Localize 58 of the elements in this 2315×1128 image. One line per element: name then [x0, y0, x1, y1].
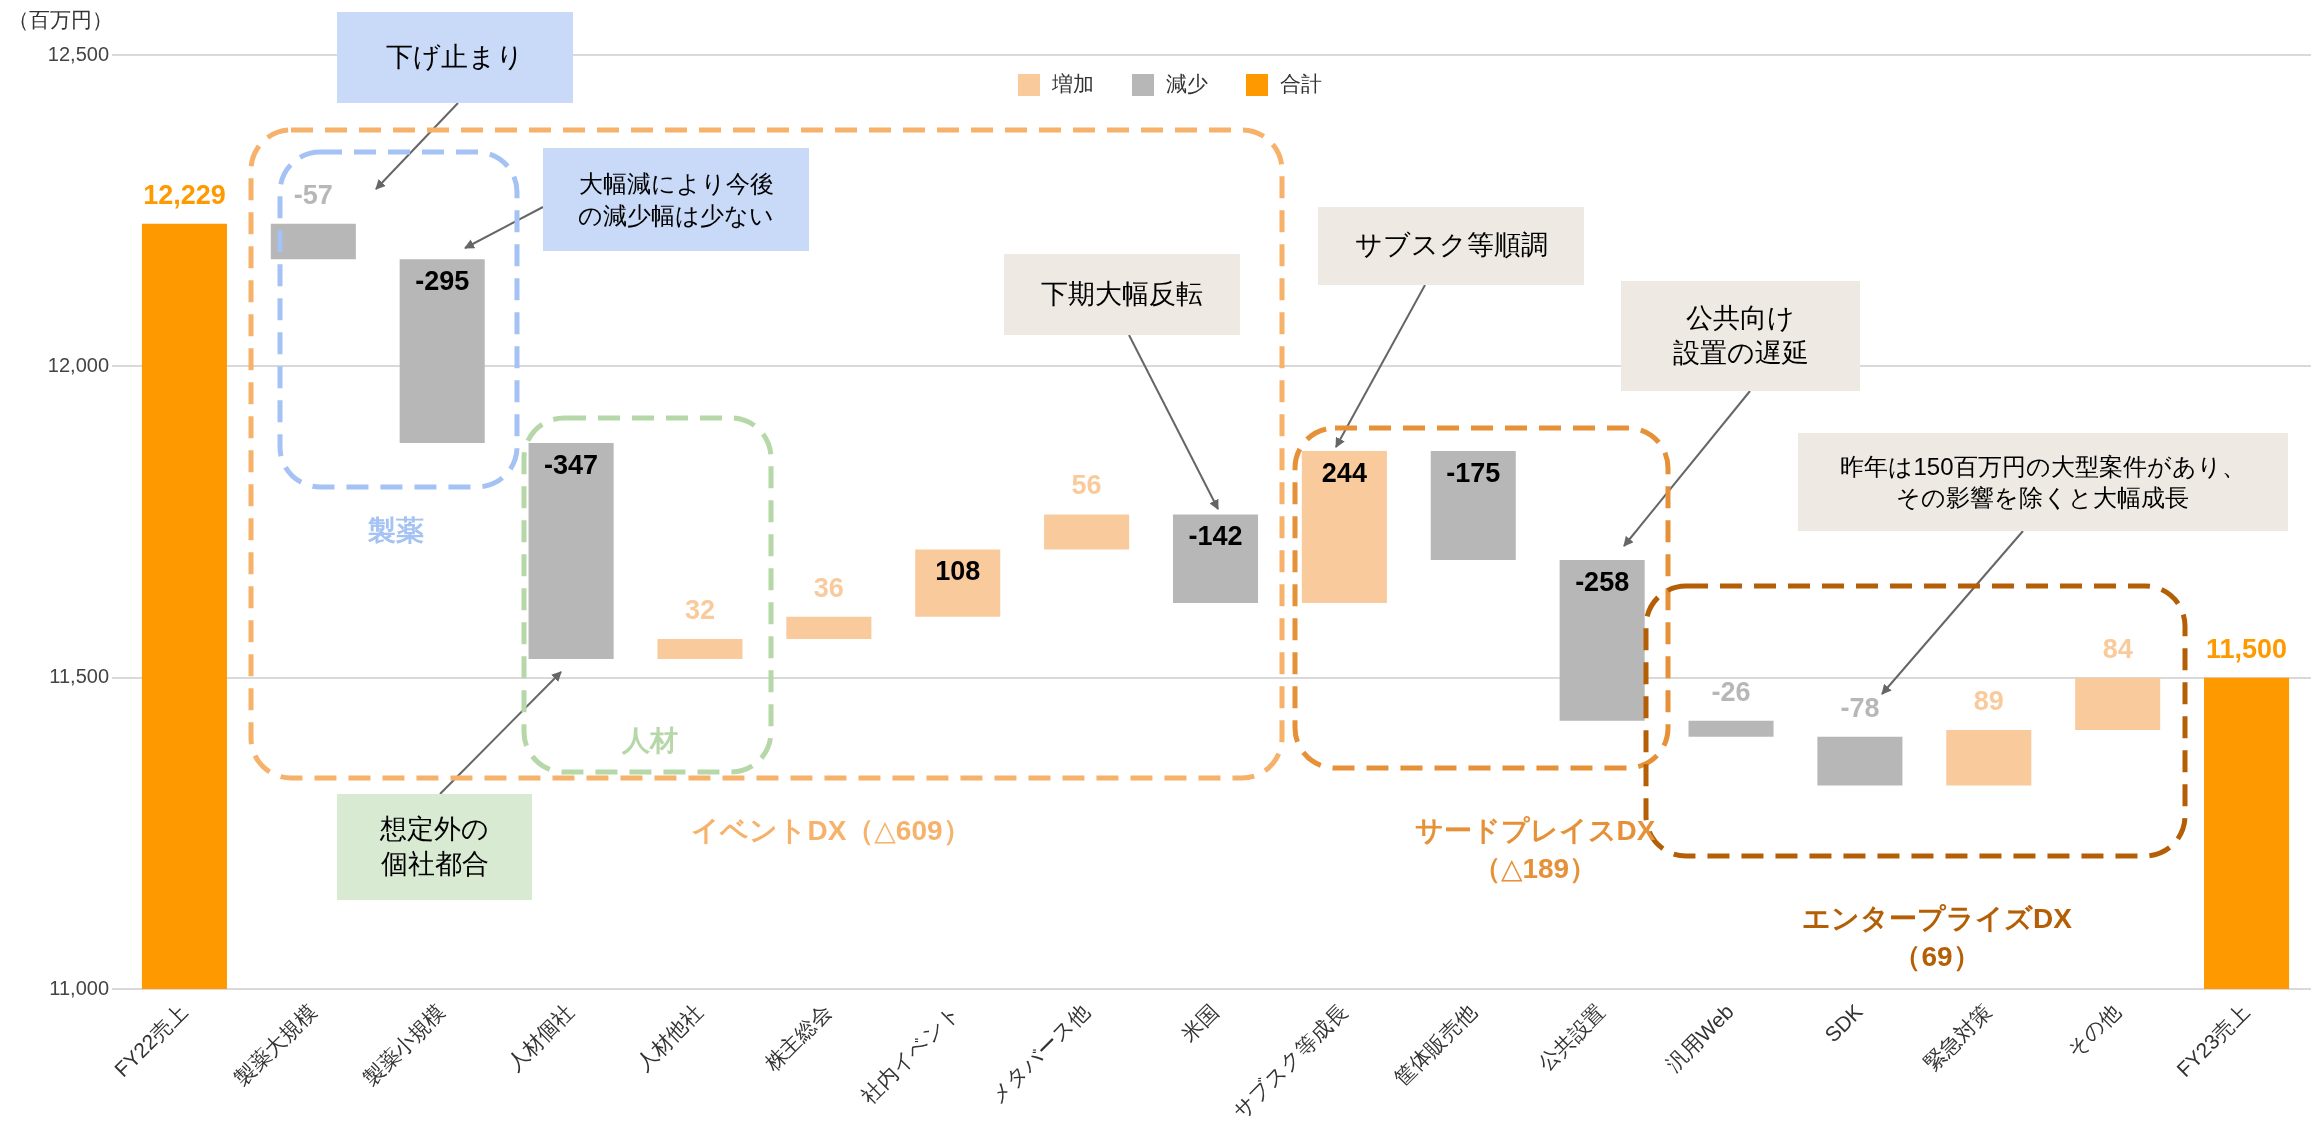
- annotation: サブスク等順調: [1354, 229, 1548, 263]
- y-axis-title: （百万円）: [8, 7, 113, 33]
- annotation: 昨年は150百万円の大型案件があり、その影響を除くと大幅成長: [1840, 451, 2246, 513]
- annotation: 大幅減により今後の減少幅は少ない: [578, 169, 774, 231]
- x-tick-label: 製薬小規模: [358, 999, 450, 1091]
- data-label: -57: [293, 179, 333, 210]
- y-tick-label: 12,500: [47, 42, 109, 65]
- annotation: 下期大幅反転: [1041, 277, 1203, 311]
- data-label: 11,500: [2206, 633, 2288, 664]
- x-tick-label: 株主総会: [759, 999, 836, 1076]
- data-label: 36: [813, 572, 844, 603]
- annotation: イベントDX（△609）: [691, 814, 971, 848]
- x-tick-label: 緊急対策: [1920, 999, 1996, 1076]
- x-tick-label: 製薬大規模: [229, 999, 321, 1091]
- legend-label: 増加: [1051, 71, 1094, 97]
- x-tick-label: 人材個社: [502, 999, 579, 1076]
- data-label: 56: [1071, 470, 1102, 501]
- y-tick-label: 12,000: [47, 353, 109, 376]
- y-tick-label: 11,500: [49, 665, 109, 688]
- x-tick-label: その他: [2062, 999, 2125, 1062]
- legend-label: 減少: [1165, 71, 1208, 97]
- x-tick-label: 社内イベント: [856, 999, 965, 1108]
- data-label: -258: [1575, 566, 1630, 597]
- data-label: 108: [935, 556, 981, 587]
- callout-box: サブスク等順調: [1318, 207, 1584, 285]
- x-tick-label: 汎用Web: [1661, 999, 1738, 1076]
- x-tick-label: 米国: [1176, 999, 1223, 1046]
- callout-box: 下期大幅反転: [1004, 254, 1240, 335]
- data-label: -295: [415, 266, 470, 297]
- annotation: サードプレイスDX（△189）: [1414, 814, 1656, 886]
- annotation: 公共向け設置の遅延: [1672, 301, 1809, 370]
- x-tick-label: メタバース他: [985, 999, 1094, 1108]
- data-label: 89: [1973, 685, 2004, 716]
- callout-box: 大幅減により今後の減少幅は少ない: [543, 148, 809, 251]
- callout-box: 公共向け設置の遅延: [1621, 281, 1860, 391]
- x-tick-label: 公共設置: [1533, 999, 1610, 1076]
- x-tick-label: 筐体販売他: [1389, 999, 1481, 1091]
- data-label: -78: [1840, 692, 1880, 723]
- callout-box: 下げ止まり: [337, 12, 573, 103]
- annotation: 製薬: [368, 514, 424, 548]
- y-tick-label: 11,000: [49, 976, 109, 999]
- data-label: 244: [1321, 457, 1367, 488]
- data-label: -347: [544, 449, 599, 480]
- x-tick-label: 人材他社: [631, 999, 707, 1076]
- data-label: 12,229: [143, 179, 226, 210]
- callout-box: 昨年は150百万円の大型案件があり、その影響を除くと大幅成長: [1798, 433, 2288, 531]
- annotation: エンタープライズDX（69）: [1802, 902, 2072, 974]
- callout-box: 想定外の個社都合: [337, 794, 532, 900]
- data-label: -175: [1446, 457, 1501, 488]
- legend-label: 合計: [1279, 71, 1322, 97]
- x-tick-label: サブスク等成長: [1228, 999, 1352, 1123]
- data-label: -26: [1711, 676, 1751, 707]
- data-label: -142: [1188, 521, 1243, 552]
- data-label: 84: [2102, 633, 2133, 664]
- annotation: 下げ止まり: [386, 40, 524, 74]
- data-label: 32: [684, 595, 715, 626]
- annotation: 人材: [622, 724, 678, 758]
- annotation: 想定外の個社都合: [380, 812, 489, 881]
